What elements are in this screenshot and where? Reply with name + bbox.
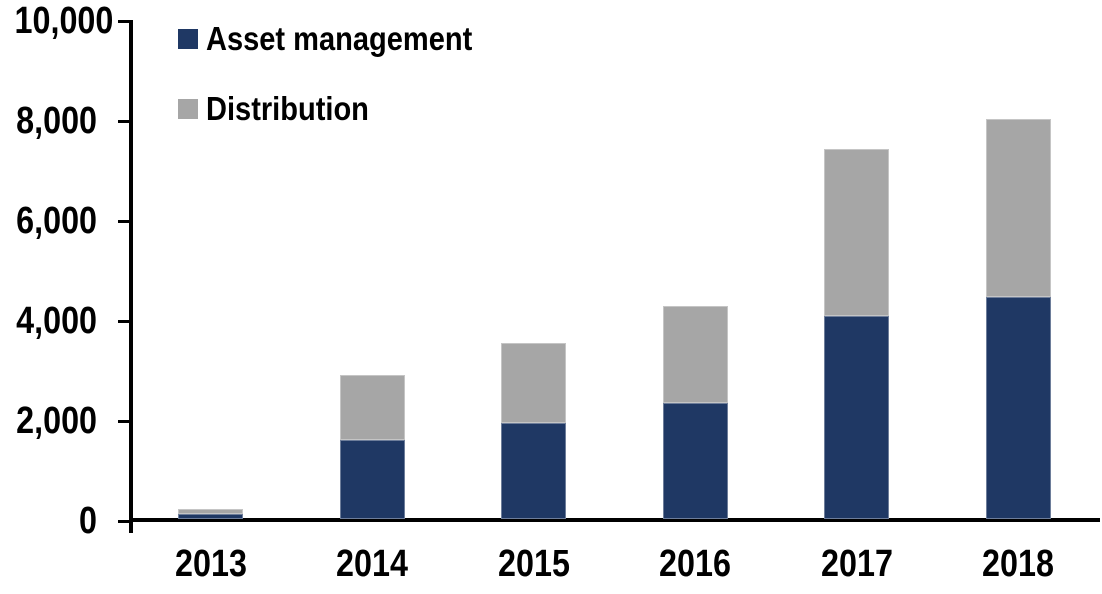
legend-item-distribution: Distribution xyxy=(178,90,509,127)
bar-segment-distribution-2013 xyxy=(178,509,244,514)
legend-swatch-icon xyxy=(178,99,198,119)
bar-segment-distribution-2016 xyxy=(662,306,728,403)
bar-segment-asset-management-2016 xyxy=(662,402,728,519)
bar-segment-asset-management-2015 xyxy=(501,423,567,519)
y-tick-mark xyxy=(118,319,133,323)
y-axis-tick-label: 0 xyxy=(79,500,97,542)
bar-2018 xyxy=(985,119,1051,519)
bar-segment-asset-management-2014 xyxy=(339,440,405,519)
bar-segment-asset-management-2013 xyxy=(178,514,244,519)
bar-2013 xyxy=(178,509,244,519)
x-axis-tick-label: 2014 xyxy=(336,543,409,585)
bar-2016 xyxy=(662,306,728,519)
y-tick-mark xyxy=(118,19,133,23)
x-axis-tick-label: 2017 xyxy=(820,543,893,585)
y-axis-tick-label: 4,000 xyxy=(16,300,98,342)
y-tick-mark xyxy=(118,219,133,223)
legend-label: Distribution xyxy=(206,90,369,127)
bar-segment-distribution-2017 xyxy=(824,149,890,316)
x-axis-tick-label: 2016 xyxy=(659,543,732,585)
bar-segment-asset-management-2018 xyxy=(985,297,1051,519)
bar-2015 xyxy=(501,343,567,519)
y-axis-line xyxy=(129,21,133,533)
bar-segment-distribution-2015 xyxy=(501,343,567,423)
legend: Asset management Distribution xyxy=(178,20,509,127)
legend-item-asset-management: Asset management xyxy=(178,20,509,57)
bar-2014 xyxy=(339,375,405,519)
x-axis-tick-label: 2018 xyxy=(982,543,1055,585)
y-tick-mark xyxy=(118,419,133,423)
y-axis-tick-label: 8,000 xyxy=(16,100,98,142)
x-axis-tick-label: 2013 xyxy=(174,543,247,585)
bar-segment-asset-management-2017 xyxy=(824,316,890,519)
y-axis-tick-label: 10,000 xyxy=(14,0,114,42)
legend-label: Asset management xyxy=(206,20,473,57)
bar-segment-distribution-2014 xyxy=(339,375,405,440)
y-axis-tick-label: 2,000 xyxy=(16,400,98,442)
y-tick-mark xyxy=(118,519,133,523)
x-axis-line xyxy=(129,518,1100,522)
y-axis-tick-label: 6,000 xyxy=(16,200,98,242)
x-axis-tick-label: 2015 xyxy=(497,543,570,585)
y-tick-mark xyxy=(118,119,133,123)
legend-swatch-icon xyxy=(178,29,198,49)
bar-2017 xyxy=(824,149,890,519)
bar-segment-distribution-2018 xyxy=(985,119,1051,297)
